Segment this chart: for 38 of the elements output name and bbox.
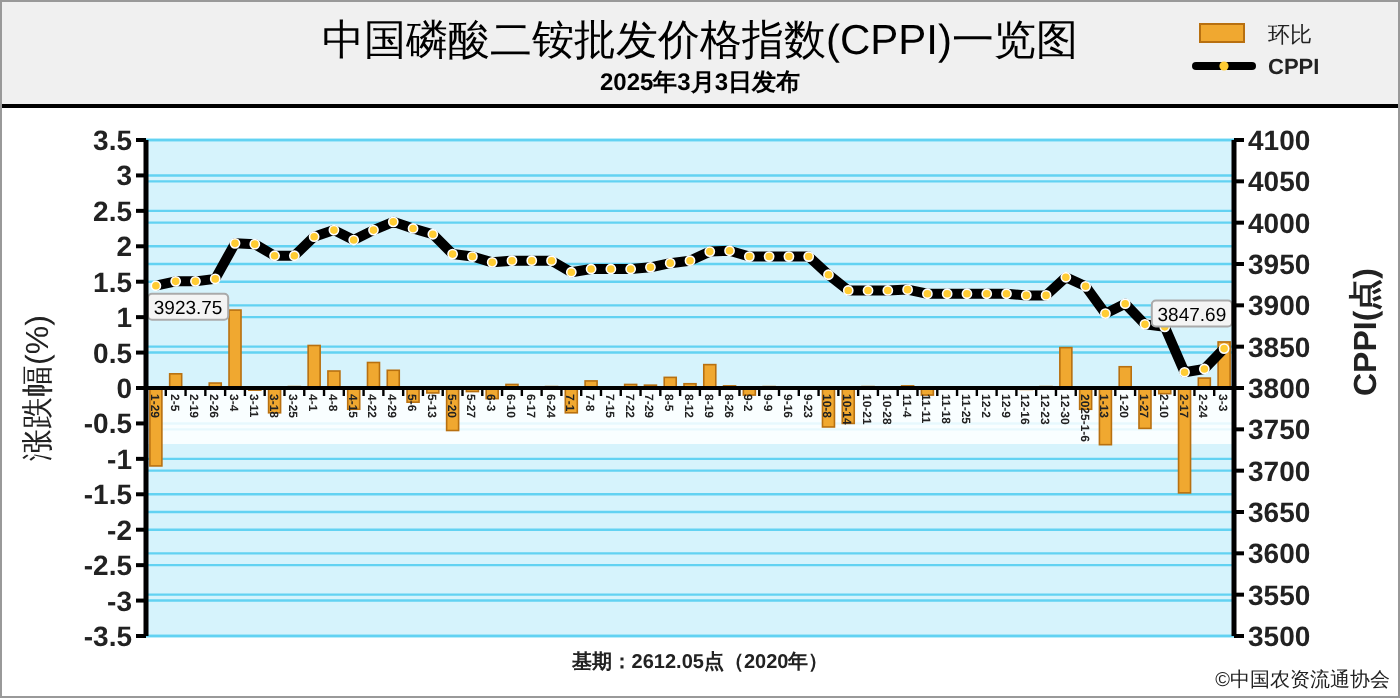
y2-axis-title: CPPI(点) [1348,268,1384,396]
text: 基期：2612.05点（2020年） [569,650,829,674]
data-label: 3923.75 [153,297,223,320]
legend-label: 环比 [1268,22,1312,48]
y2-tick-label: 4100 [1248,124,1311,156]
y-tick-label: -1.5 [83,478,133,511]
chart-subtitle: 2025年3月3日发布 [599,68,801,96]
y-tick-label: -3.5 [83,620,133,652]
y-tick-label: 1.5 [93,265,133,298]
y-tick-label: -3 [107,584,133,617]
y2-tick-label: 4050 [1248,165,1311,198]
y-tick-label: 3.5 [93,124,133,156]
y2-tick-label: 3700 [1248,454,1311,487]
y2-tick-label: 3950 [1248,248,1311,280]
text: ©中国农资流通协会 [1215,668,1390,692]
legend-label: CPPI [1268,56,1320,80]
y2-tick-label: 3600 [1248,537,1311,570]
y-tick-label: 1 [116,301,133,334]
y-tick-label: 2 [116,230,133,263]
y2-tick-label: 3650 [1248,496,1311,528]
y-tick-label: -0.5 [83,407,133,440]
y-tick-label: 3 [116,159,133,192]
y-tick-label: -1 [107,442,133,475]
y2-tick-label: 3850 [1248,330,1311,363]
y-tick-label: -2 [107,513,133,546]
chart-title: 中国磷酸二铵批发价格指数(CPPI)一览图 [322,18,1078,64]
y-tick-label: -2.5 [83,549,133,582]
y-axis-title: 涨跌幅(%) [20,315,56,461]
data-label: 3847.69 [1157,304,1227,327]
y2-tick-label: 3800 [1248,372,1311,404]
y-tick-label: 0.5 [93,336,133,369]
y2-tick-label: 3900 [1248,289,1311,322]
y-tick-label: 2.5 [93,194,133,227]
y2-tick-label: 3550 [1248,578,1311,611]
y2-tick-label: 3750 [1248,413,1311,446]
y2-tick-label: 3500 [1248,620,1311,652]
y2-tick-label: 4000 [1248,206,1311,239]
y-tick-label: 0 [116,372,133,404]
